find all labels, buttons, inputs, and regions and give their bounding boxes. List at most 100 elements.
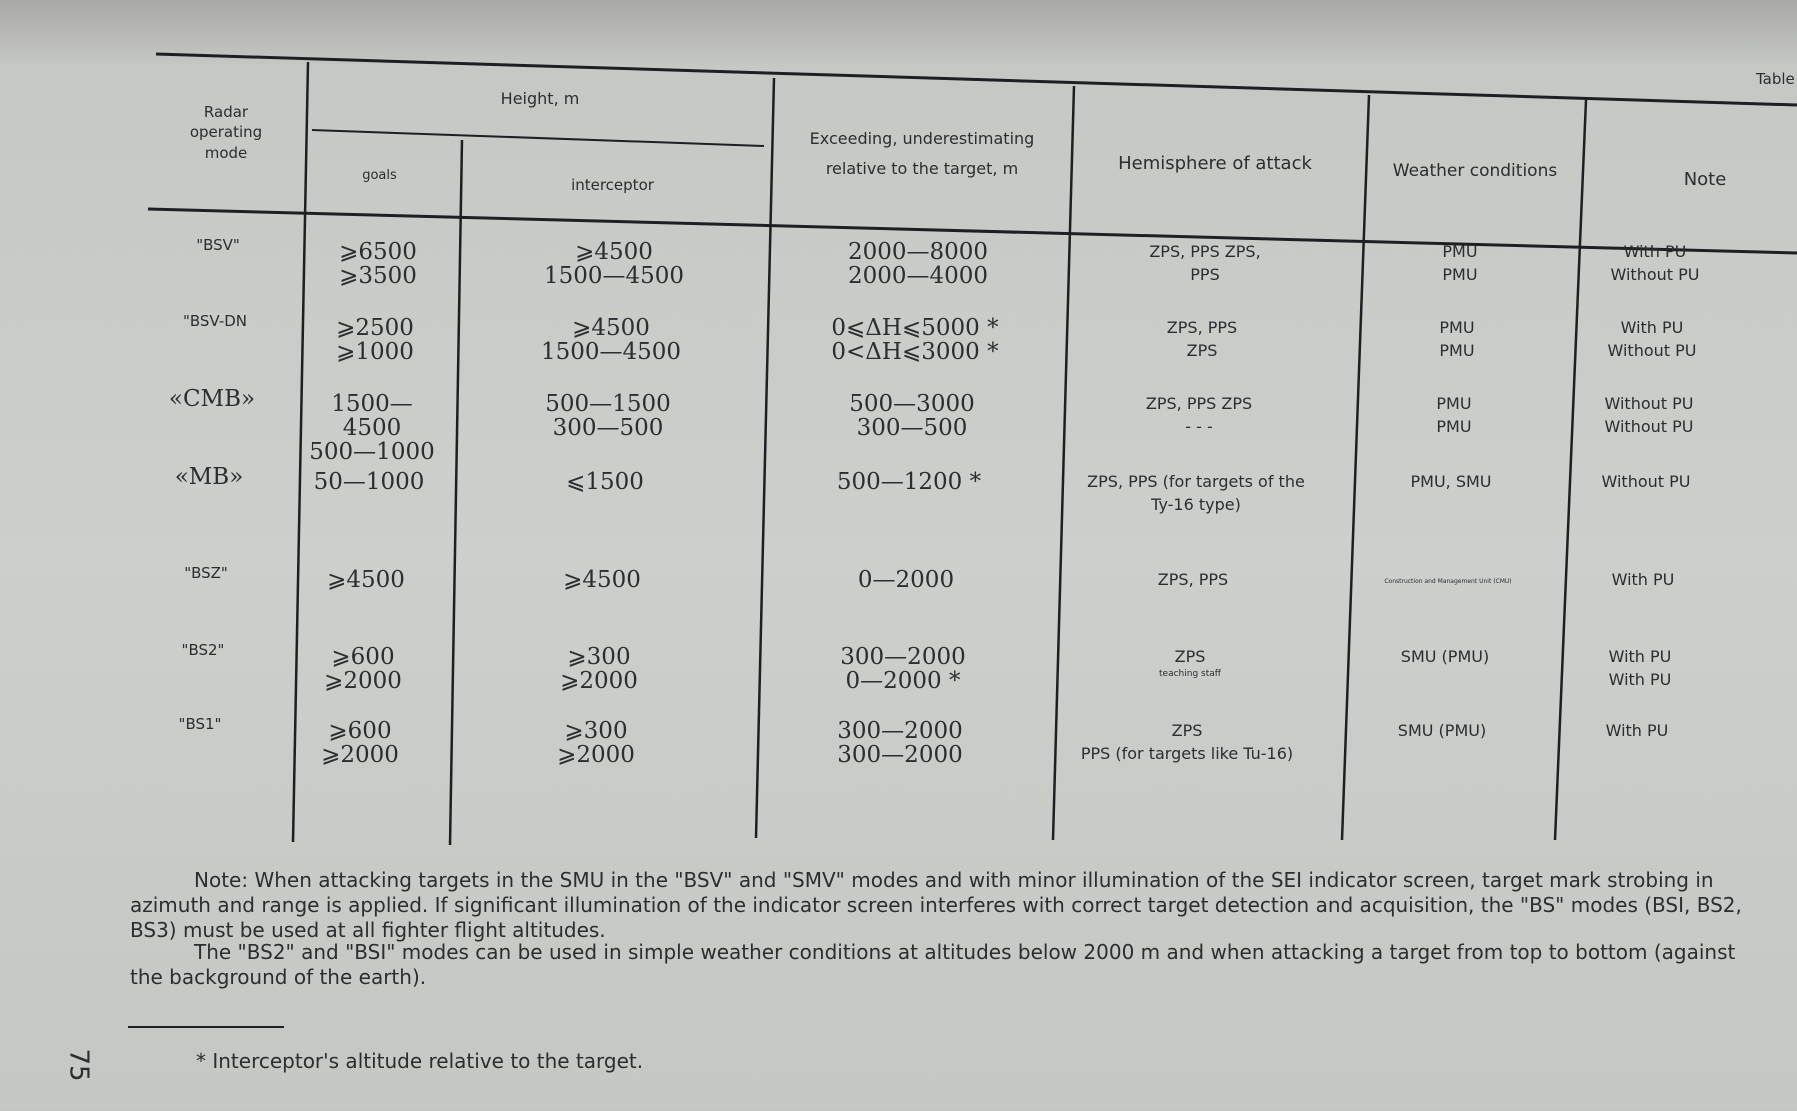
table-label: Table — [1756, 70, 1795, 88]
cell-line: "BS1" — [178, 715, 222, 733]
cell-line: SMU (PMU) — [1400, 647, 1490, 666]
cell-line: ⩾600 — [331, 644, 395, 670]
cell-line: Without PU — [1610, 265, 1700, 285]
cell-line: ⩾300 — [564, 718, 628, 744]
cell-line: ZPS — [1186, 341, 1218, 361]
column-header: Exceeding, underestimating relative to t… — [809, 129, 1035, 179]
table-cell: 300—2000 0—2000 * — [773, 645, 1033, 693]
cell-line: 300—2000 — [837, 742, 963, 769]
cell-line: ZPS, PPS — [1166, 318, 1238, 337]
cell-line: 1500—4500 — [543, 263, 685, 290]
table-cell: 1500—4500 500—1000 — [302, 391, 442, 465]
table-cell: PMU PMU — [1360, 240, 1560, 286]
cell-line: ⩾2000 — [557, 742, 635, 769]
cell-line: 0⩽ΔH⩽5000 * — [831, 315, 999, 341]
cell-line: ⩾4500 — [563, 567, 641, 593]
cell-line: PMU — [1439, 341, 1475, 361]
table-cell: PMU, SMU — [1351, 470, 1551, 493]
cell-line: ZPS, PPS — [1157, 570, 1229, 589]
table-cell: 500—1200 * — [779, 470, 1039, 494]
cell-line: Without PU — [1601, 472, 1691, 491]
subcolumn-header: goals — [362, 168, 397, 183]
cell-line: ⩾2000 — [324, 668, 402, 695]
table-cell: ⩾300 ⩾2000 — [469, 645, 729, 693]
table-cell: «CMB» — [152, 387, 272, 411]
cell-line: With PU — [1620, 318, 1684, 337]
cell-line: 500—1200 * — [836, 469, 982, 495]
cell-line: PPS — [1190, 265, 1220, 285]
top-rule — [155, 52, 1797, 107]
cell-line: "BS2" — [181, 641, 225, 659]
cell-line: ZPS, PPS (for targets of the Ty-16 type) — [1087, 472, 1305, 515]
table-cell: ⩾6500 ⩾3500 — [308, 240, 448, 288]
table-cell: With PU With PU — [1550, 645, 1730, 691]
cell-line: Without PU — [1604, 417, 1694, 437]
table-cell: 0—2000 — [776, 568, 1036, 592]
cell-line: ⩾2000 — [560, 668, 638, 695]
table-cell: With PU — [1553, 568, 1733, 591]
table-cell: 50—1000 — [299, 470, 439, 494]
table-cell: Construction and Management Unit (CMU) — [1348, 578, 1548, 587]
table-cell: With PU Without PU — [1565, 240, 1745, 286]
cell-line: «MB» — [174, 464, 244, 490]
cell-line: ZPS — [1174, 647, 1206, 666]
cell-line: «CMB» — [168, 386, 256, 412]
cell-line: PMU — [1442, 265, 1478, 285]
cell-line: 1500—4500 — [540, 339, 682, 366]
table-cell: ZPS, PPS ZPS, PPS — [1085, 240, 1325, 286]
table-cell: PMU PMU — [1354, 392, 1554, 438]
note-paragraph: The "BS2" and "BSI" modes can be used in… — [130, 940, 1736, 989]
cell-line: With PU — [1608, 670, 1672, 690]
cell-line: ZPS, PPS ZPS, — [1149, 242, 1261, 261]
cell-line: 0<ΔH⩽3000 * — [831, 339, 999, 366]
cell-line: 2000—8000 — [847, 239, 989, 265]
header-rule — [147, 207, 1797, 255]
table-cell: 300—2000 300—2000 — [770, 719, 1030, 767]
page-number: 75 — [63, 1048, 94, 1082]
cell-line: ⩾6500 — [339, 239, 417, 265]
cell-line: 1500—4500 — [331, 391, 413, 442]
cell-line: ZPS, PPS ZPS — [1145, 394, 1253, 413]
cell-line: teaching staff — [1159, 669, 1221, 680]
cell-line: 300—500 — [856, 415, 968, 442]
cell-line: ⩾1000 — [336, 339, 414, 366]
cell-line: 300—2000 — [837, 718, 963, 744]
table-cell: With PU Without PU — [1562, 316, 1742, 362]
column-rule — [754, 77, 776, 839]
cell-line: 0—2000 * — [845, 668, 961, 695]
cell-line: 500—3000 — [849, 391, 975, 417]
table-cell: SMU (PMU) — [1345, 645, 1545, 668]
cell-line: Construction and Management Unit (CMU) — [1384, 578, 1512, 585]
cell-line: 300—2000 — [840, 644, 966, 670]
cell-line: With PU — [1611, 570, 1675, 589]
cell-line: PMU — [1436, 417, 1472, 437]
table-cell: 0⩽ΔH⩽5000 * 0<ΔH⩽3000 * — [785, 316, 1045, 364]
cell-line: 50—1000 — [313, 469, 425, 495]
column-header: Radar operating mode — [189, 103, 263, 162]
note-paragraph: Note: When attacking targets in the SMU … — [130, 868, 1742, 942]
table-cell: ZPS teaching staff — [1070, 645, 1310, 681]
table-cell: With PU — [1547, 719, 1727, 742]
column-header: Height, m — [500, 89, 580, 108]
cell-line: ZPS — [1171, 721, 1203, 740]
cell-line: ⩽1500 — [566, 469, 644, 495]
column-rule — [291, 61, 310, 843]
table-cell: SMU (PMU) — [1342, 719, 1542, 742]
cell-line: SMU (PMU) — [1397, 721, 1487, 740]
column-header: Hemisphere of attack — [1118, 153, 1312, 174]
cell-line: 500—1500 — [545, 391, 671, 417]
cell-line: 300—500 — [552, 415, 664, 442]
table-cell: "BSV" — [158, 235, 278, 257]
table-cell: ⩾600 ⩾2000 — [290, 719, 430, 767]
column-rule — [448, 139, 464, 846]
table-cell: ⩽1500 — [475, 470, 735, 494]
cell-line: Without PU — [1604, 394, 1694, 413]
table-cell: ⩾2500 ⩾1000 — [305, 316, 445, 364]
table-cell: 2000—8000 2000—4000 — [788, 240, 1048, 288]
table-cell: ⩾4500 — [296, 568, 436, 592]
column-header: Note — [1683, 169, 1727, 190]
cell-line: PPS (for targets like Tu-16) — [1080, 744, 1294, 764]
table-cell: «MB» — [149, 465, 269, 489]
